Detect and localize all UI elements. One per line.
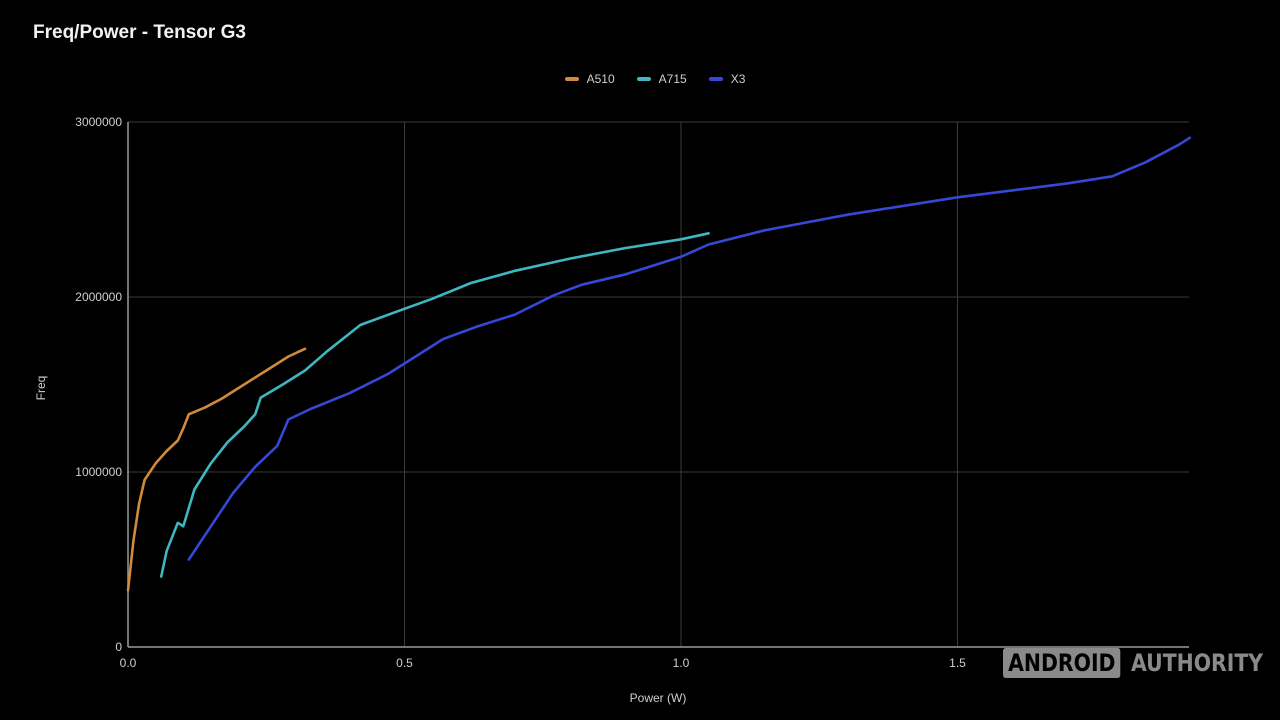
legend-label-x3: X3: [730, 72, 746, 86]
axes: [127, 122, 1189, 648]
legend-swatch-a715: [636, 77, 651, 81]
chart-legend: A510 A715 X3: [0, 72, 1280, 86]
x-axis-title: Power (W): [630, 691, 687, 705]
y-tick-label: 0: [115, 640, 122, 654]
watermark-boxed-text: ANDROID: [1003, 648, 1121, 678]
y-axis-title: Freq: [34, 376, 48, 401]
series-lines: [126, 136, 1192, 592]
gridlines: [128, 121, 1189, 647]
series-line-a510[interactable]: [126, 347, 307, 592]
legend-swatch-a510: [564, 77, 579, 81]
android-authority-watermark: ANDROID AUTHORITY: [1003, 648, 1280, 678]
legend-item-a510[interactable]: A510: [564, 72, 615, 86]
watermark-text: AUTHORITY: [1131, 649, 1264, 677]
series-line-x3[interactable]: [187, 136, 1192, 561]
legend-swatch-x3: [708, 77, 723, 81]
series-line-a715[interactable]: [159, 232, 710, 578]
x-tick-label: 1.0: [673, 656, 690, 670]
x-tick-label: 1.5: [949, 656, 966, 670]
x-tick-label: 0.0: [120, 656, 137, 670]
y-tick-label: 3000000: [75, 115, 122, 129]
legend-item-a715[interactable]: A715: [636, 72, 687, 86]
y-tick-label: 2000000: [75, 290, 122, 304]
legend-item-x3[interactable]: X3: [708, 72, 746, 86]
legend-label-a715: A715: [658, 72, 687, 86]
axis-labels: 0 1000000 2000000 3000000 0.0 0.5 1.0 1.5 Power …: [34, 115, 966, 705]
y-tick-label: 1000000: [75, 465, 122, 479]
legend-label-a510: A510: [586, 72, 615, 86]
x-tick-label: 0.5: [396, 656, 413, 670]
chart-title: Freq/Power - Tensor G3: [33, 22, 246, 43]
